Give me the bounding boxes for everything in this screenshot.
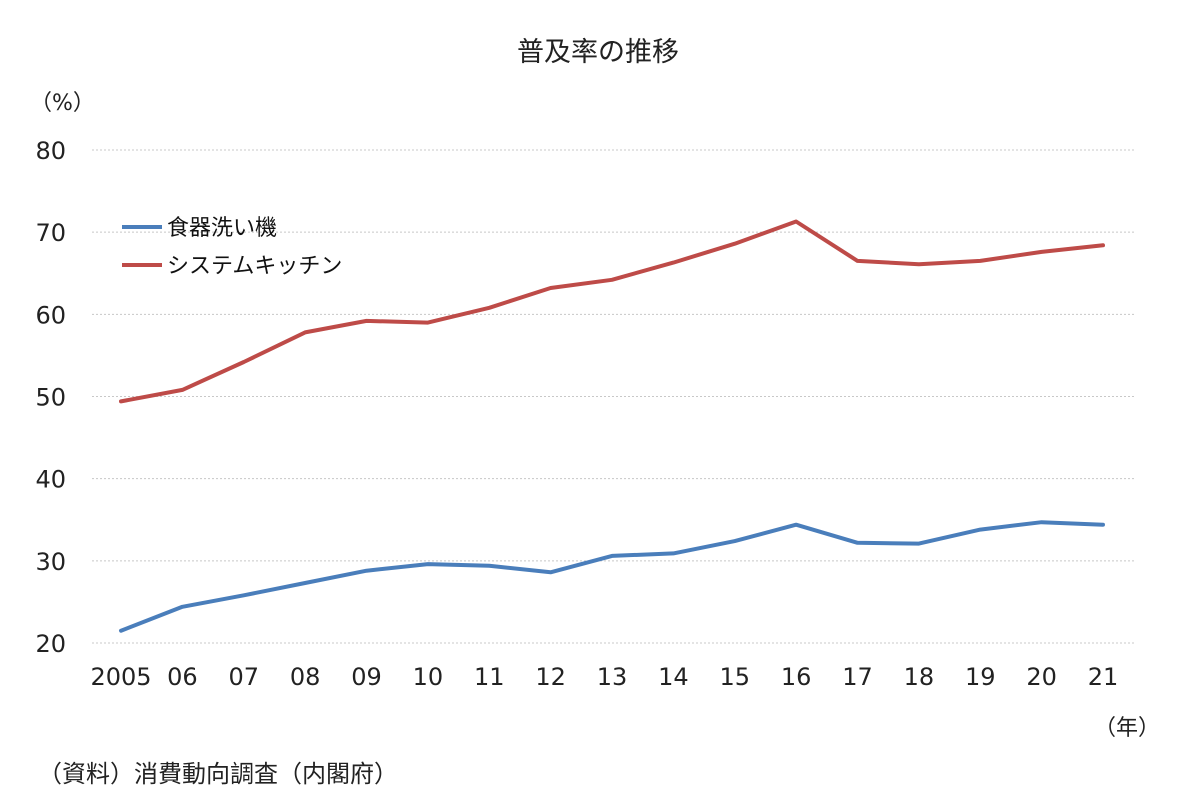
series-line-1 (119, 520, 1105, 633)
x-tick-label: 15 (719, 663, 750, 691)
x-tick-label: 11 (474, 663, 505, 691)
x-tick-label: 07 (228, 663, 259, 691)
y-tick-label: 50 (35, 384, 66, 412)
legend-label: システムキッチン (167, 254, 342, 279)
x-axis-unit: （年） (1094, 716, 1160, 741)
series-lines (119, 219, 1105, 633)
chart-title: 普及率の推移 (517, 37, 679, 68)
x-tick-label: 12 (535, 663, 566, 691)
y-tick-label: 40 (35, 466, 66, 494)
y-tick-label: 80 (35, 137, 66, 165)
y-axis-unit: （%） (30, 91, 95, 116)
y-tick-label: 70 (35, 219, 66, 247)
source-note: （資料）消費動向調査（内閣府） (38, 760, 398, 788)
x-tick-label: 19 (965, 663, 996, 691)
x-tick-label: 21 (1088, 663, 1119, 691)
y-tick-label: 20 (35, 630, 66, 658)
legend-label: 食器洗い機 (167, 216, 277, 241)
x-tick-label: 08 (290, 663, 321, 691)
x-tick-label: 2005 (90, 663, 151, 691)
x-tick-label: 14 (658, 663, 689, 691)
y-axis-ticks: 20 30 40 50 60 70 80 (35, 137, 66, 658)
y-tick-label: 60 (35, 301, 66, 329)
x-tick-label: 10 (413, 663, 444, 691)
y-tick-label: 30 (35, 548, 66, 576)
x-tick-label: 09 (351, 663, 382, 691)
gridlines (92, 149, 1136, 644)
x-tick-label: 16 (781, 663, 812, 691)
series-line-2 (119, 219, 1105, 404)
x-tick-label: 17 (842, 663, 873, 691)
x-tick-label: 06 (167, 663, 198, 691)
x-tick-label: 13 (597, 663, 628, 691)
x-tick-label: 20 (1026, 663, 1057, 691)
x-tick-label: 18 (904, 663, 935, 691)
x-axis-ticks: 2005 06 07 08 09 10 11 12 13 14 15 16 17 18 19 20 21 (90, 663, 1118, 691)
